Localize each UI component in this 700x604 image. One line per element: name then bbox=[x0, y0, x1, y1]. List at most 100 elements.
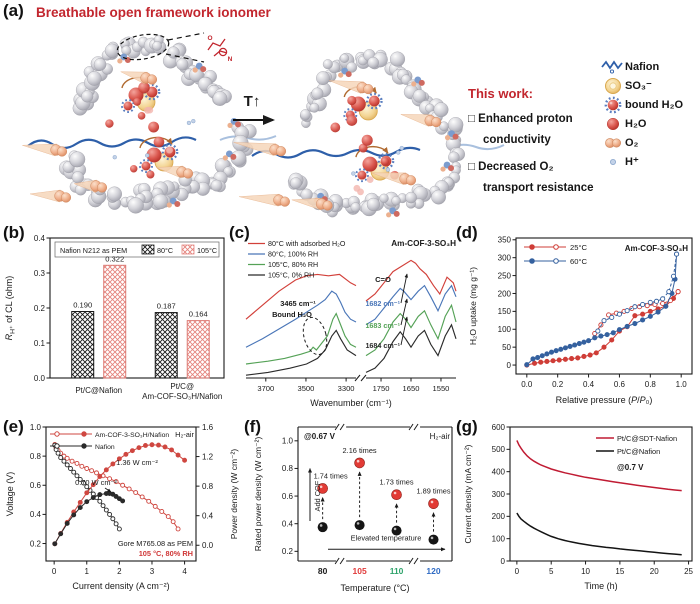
bar-value-label: 0.164 bbox=[189, 310, 208, 319]
dot-highlight bbox=[356, 522, 360, 525]
framework-sphere bbox=[316, 71, 330, 85]
oxygen-atom bbox=[279, 196, 290, 207]
linker-atom-peach bbox=[222, 155, 228, 161]
series-marker bbox=[110, 461, 116, 467]
water-molecule bbox=[105, 119, 114, 128]
y-tick-label: 0.0 bbox=[34, 374, 46, 383]
x-tick-label: 5 bbox=[549, 567, 554, 576]
series-marker bbox=[139, 494, 145, 500]
series-marker bbox=[610, 330, 616, 336]
axis-break bbox=[334, 557, 340, 565]
x-category-label: Pt/C@ bbox=[170, 382, 194, 391]
series-marker bbox=[71, 512, 77, 518]
x-tick-label: 0.8 bbox=[645, 380, 657, 389]
annotation: Bound H₂O bbox=[272, 310, 312, 319]
dot-highlight bbox=[393, 491, 397, 495]
linker-atom-red bbox=[174, 201, 181, 208]
series-marker bbox=[100, 503, 106, 509]
y-tick-label: 400 bbox=[492, 467, 506, 476]
x-tick-label: 0.2 bbox=[552, 380, 564, 389]
panel-label-c: (c) bbox=[229, 223, 250, 242]
y-tick-label: 300 bbox=[492, 490, 506, 499]
series-marker bbox=[524, 362, 530, 368]
series-marker bbox=[558, 346, 564, 352]
series-marker bbox=[601, 318, 607, 324]
series-marker bbox=[64, 521, 70, 526]
oxygen-atom bbox=[60, 192, 72, 203]
annotation: Add COF bbox=[313, 480, 322, 511]
series-marker bbox=[159, 509, 165, 514]
framework-sphere bbox=[366, 197, 380, 212]
x-axis-title: Wavenumber (cm⁻¹) bbox=[310, 398, 391, 408]
panel-label-f: (f) bbox=[244, 417, 261, 436]
series-marker bbox=[567, 343, 573, 349]
annotation: @0.67 V bbox=[304, 432, 336, 441]
legend-marker bbox=[553, 244, 559, 250]
water-molecule bbox=[129, 164, 138, 173]
series-marker bbox=[55, 450, 61, 456]
y-tick-label: 200 bbox=[492, 512, 506, 521]
linker-atom-peach bbox=[444, 135, 451, 141]
y-axis-title: Current density (mA cm⁻²) bbox=[463, 444, 473, 543]
chart-title: Am-COF-3-SO₃H bbox=[625, 244, 688, 253]
x-tick-label: 3 bbox=[150, 567, 155, 576]
x-tick-label: 0.4 bbox=[583, 380, 595, 389]
this-work-block: This work: □ Enhanced proton conductivit… bbox=[468, 86, 603, 206]
series-marker bbox=[572, 342, 578, 348]
series-marker bbox=[107, 476, 113, 482]
legend-swatch bbox=[141, 244, 155, 255]
series-marker bbox=[97, 498, 103, 504]
series-marker bbox=[77, 499, 83, 505]
legend-row: bound H₂O bbox=[601, 95, 683, 114]
framework-sphere bbox=[433, 102, 449, 118]
series-marker bbox=[58, 531, 64, 537]
series-marker bbox=[74, 460, 80, 466]
water-molecule-pale bbox=[166, 146, 173, 154]
bound-water-icon bbox=[601, 96, 625, 114]
oxygen-atom bbox=[363, 84, 374, 95]
dot-highlight bbox=[319, 524, 323, 527]
series-marker bbox=[143, 443, 148, 448]
framework-sphere bbox=[311, 87, 324, 100]
panel-a-illustration: ONT↑ bbox=[22, 32, 505, 218]
y-tick-label: 1.0 bbox=[30, 423, 42, 432]
series-marker bbox=[97, 492, 103, 498]
linker-atom-peach bbox=[386, 212, 392, 218]
series-marker bbox=[553, 348, 559, 354]
water-molecule bbox=[137, 112, 146, 120]
y-axis-title: Voltage (V) bbox=[5, 472, 15, 517]
proton bbox=[399, 145, 404, 151]
oxygen-atom bbox=[146, 74, 158, 85]
series-marker bbox=[535, 354, 541, 361]
temperature-increase-label: T↑ bbox=[244, 93, 261, 110]
series-marker bbox=[592, 335, 598, 341]
framework-sphere bbox=[367, 56, 379, 69]
bar bbox=[103, 264, 127, 379]
panel-c-chart: 3700 3500 3300 1750 1650 1550 80°C with adsorb… bbox=[245, 239, 457, 408]
y-tick-label: 0.2 bbox=[34, 304, 46, 313]
y-tick-label: 0 bbox=[507, 361, 512, 370]
series-marker bbox=[556, 357, 562, 363]
atom-label: N bbox=[228, 56, 233, 63]
series-marker bbox=[170, 519, 176, 525]
multiplier-label: 1.73 times bbox=[380, 478, 414, 487]
series-marker bbox=[647, 308, 653, 314]
framework-sphere bbox=[391, 196, 401, 206]
series-marker bbox=[175, 526, 181, 532]
bound-water-core bbox=[141, 161, 151, 171]
y-tick-label: 0.4 bbox=[34, 234, 46, 243]
legend-label: 105°C, 0% RH bbox=[268, 272, 314, 280]
linker-atom-peach bbox=[338, 72, 344, 78]
series-marker bbox=[670, 273, 677, 279]
series-line bbox=[516, 512, 682, 556]
linker-atom-red bbox=[452, 133, 459, 140]
axis-break bbox=[360, 374, 367, 382]
annotation: H₂-air bbox=[175, 430, 194, 439]
proton bbox=[112, 155, 117, 160]
annotation-arrow bbox=[104, 487, 112, 493]
series-marker bbox=[548, 349, 555, 355]
framework-sphere bbox=[176, 58, 189, 71]
proton bbox=[145, 153, 150, 158]
framework-sphere bbox=[412, 89, 427, 103]
series-marker bbox=[660, 296, 666, 302]
